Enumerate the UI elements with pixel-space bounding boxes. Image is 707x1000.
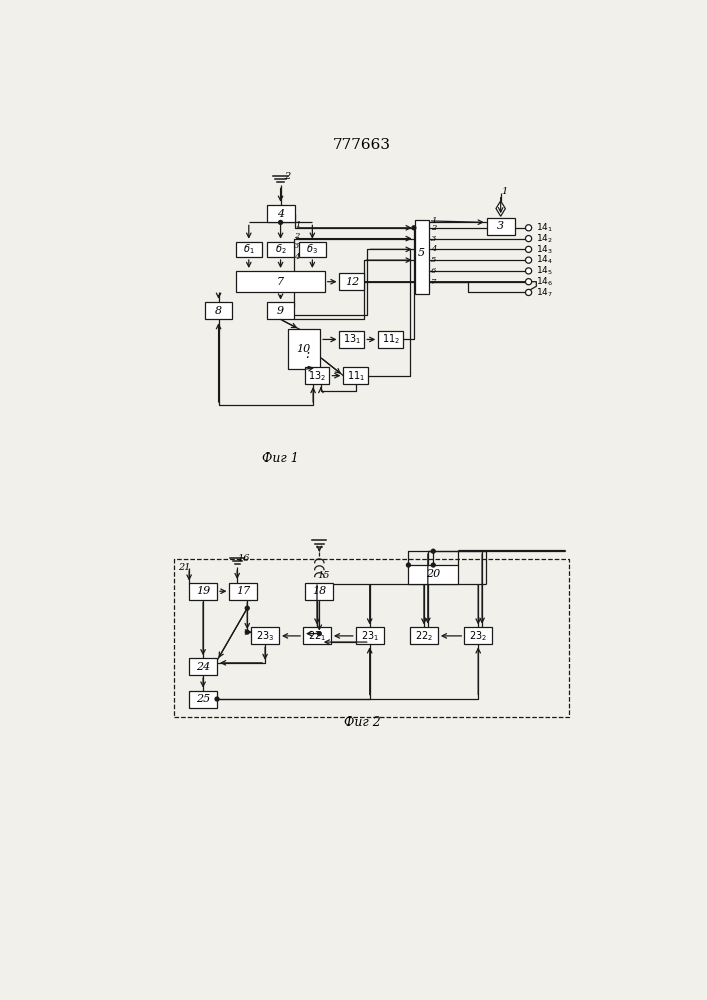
Circle shape: [407, 563, 410, 567]
Text: 4: 4: [277, 209, 284, 219]
Bar: [356, 627, 384, 644]
Circle shape: [525, 246, 532, 252]
Text: $14_2$: $14_2$: [535, 232, 552, 245]
Text: 1: 1: [501, 187, 508, 196]
Text: 3: 3: [294, 242, 300, 250]
Text: 5: 5: [418, 248, 425, 258]
Text: $23_3$: $23_3$: [256, 629, 274, 643]
Text: $13_2$: $13_2$: [308, 369, 326, 383]
Bar: [189, 658, 217, 675]
Text: $14_1$: $14_1$: [535, 222, 553, 234]
Bar: [408, 565, 458, 584]
Polygon shape: [496, 201, 506, 216]
Circle shape: [317, 632, 321, 636]
Text: Фиг 2: Фиг 2: [344, 716, 380, 729]
Bar: [251, 627, 279, 644]
Text: $14_3$: $14_3$: [535, 243, 553, 256]
Bar: [236, 271, 325, 292]
Text: :: :: [305, 348, 310, 361]
Text: 21: 21: [178, 563, 191, 572]
Text: $13_1$: $13_1$: [343, 333, 361, 346]
Text: $22_1$: $22_1$: [308, 629, 326, 643]
Bar: [230, 583, 257, 600]
Text: $14_4$: $14_4$: [535, 254, 553, 266]
Bar: [414, 220, 428, 294]
Circle shape: [245, 606, 249, 610]
Bar: [267, 302, 293, 319]
Text: 25: 25: [196, 694, 210, 704]
Circle shape: [525, 225, 532, 231]
Text: Фиг 1: Фиг 1: [262, 452, 299, 465]
Bar: [267, 242, 293, 257]
Text: $14_5$: $14_5$: [535, 265, 553, 277]
Text: 7: 7: [277, 277, 284, 287]
Text: 5: 5: [431, 256, 436, 264]
Text: 17: 17: [236, 586, 250, 596]
Bar: [486, 218, 515, 235]
Text: $22_2$: $22_2$: [415, 629, 433, 643]
Bar: [206, 302, 232, 319]
Circle shape: [215, 697, 219, 701]
Text: 1: 1: [431, 217, 436, 225]
Bar: [339, 331, 364, 348]
Bar: [235, 242, 262, 257]
Text: 8: 8: [215, 306, 222, 316]
Circle shape: [431, 563, 436, 567]
Text: 20: 20: [426, 569, 440, 579]
Bar: [464, 627, 492, 644]
Text: 7: 7: [431, 278, 436, 286]
Text: 777663: 777663: [333, 138, 391, 152]
Bar: [378, 331, 403, 348]
Bar: [305, 367, 329, 384]
Text: 4: 4: [431, 245, 436, 253]
Bar: [267, 205, 295, 222]
Text: $14_7$: $14_7$: [535, 286, 553, 299]
Circle shape: [525, 289, 532, 296]
Bar: [288, 329, 320, 369]
Text: 10: 10: [297, 344, 311, 354]
Bar: [189, 583, 217, 600]
Circle shape: [279, 220, 283, 224]
Text: 15: 15: [317, 571, 329, 580]
Circle shape: [525, 235, 532, 242]
Text: $11_2$: $11_2$: [382, 333, 399, 346]
Text: 24: 24: [196, 662, 210, 672]
Text: $23_1$: $23_1$: [361, 629, 379, 643]
Circle shape: [525, 268, 532, 274]
Bar: [174, 559, 569, 717]
Circle shape: [525, 279, 532, 285]
Text: $б_3$: $б_3$: [306, 242, 318, 256]
Bar: [344, 367, 368, 384]
Text: 18: 18: [312, 586, 327, 596]
Text: 19: 19: [196, 586, 210, 596]
Bar: [189, 691, 217, 708]
Bar: [303, 627, 331, 644]
Circle shape: [525, 257, 532, 263]
Text: 6: 6: [431, 267, 436, 275]
Bar: [299, 242, 325, 257]
Circle shape: [412, 226, 416, 230]
Bar: [410, 627, 438, 644]
Text: 9: 9: [277, 306, 284, 316]
Bar: [305, 583, 333, 600]
Text: 16: 16: [237, 554, 250, 563]
Text: 2: 2: [431, 224, 436, 232]
Bar: [339, 273, 364, 290]
Text: $б_2$: $б_2$: [275, 242, 286, 256]
Circle shape: [431, 549, 436, 553]
Text: $14_6$: $14_6$: [535, 275, 553, 288]
Text: 2: 2: [284, 172, 290, 181]
Text: 4: 4: [294, 253, 300, 261]
Text: 2: 2: [294, 232, 300, 239]
Text: 1: 1: [295, 221, 300, 229]
Text: 12: 12: [345, 277, 359, 287]
Circle shape: [245, 630, 249, 634]
Text: 3: 3: [497, 221, 504, 231]
Text: $б_1$: $б_1$: [243, 242, 255, 256]
Text: $23_2$: $23_2$: [469, 629, 487, 643]
Text: $11_1$: $11_1$: [346, 369, 365, 383]
Text: 3: 3: [431, 235, 436, 243]
